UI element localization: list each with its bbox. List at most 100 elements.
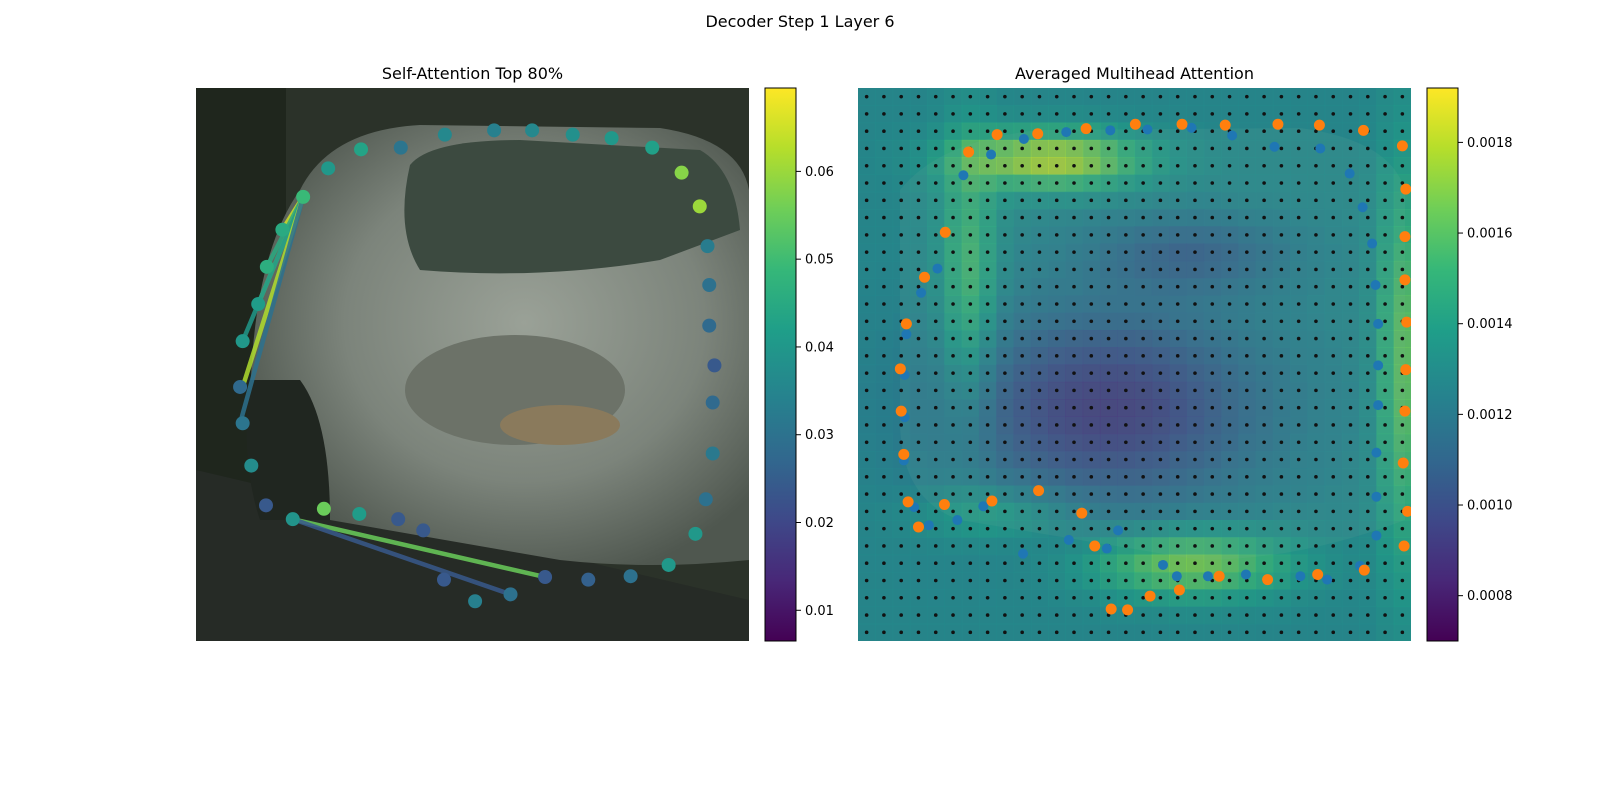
grid-dot — [1210, 509, 1215, 514]
ground-truth-point — [1173, 584, 1185, 596]
grid-dot — [1365, 526, 1370, 531]
grid-dot — [1210, 163, 1215, 168]
grid-dot — [1003, 284, 1007, 289]
predicted-point — [1357, 202, 1368, 213]
grid-dot — [1279, 371, 1284, 375]
colorbar-tick-label: 0.05 — [805, 253, 834, 268]
grid-dot — [1089, 198, 1094, 203]
grid-dot — [882, 526, 886, 531]
ground-truth-point — [1357, 124, 1369, 136]
grid-dot — [1037, 354, 1042, 358]
attention-point — [275, 222, 290, 237]
grid-dot — [1003, 613, 1007, 617]
grid-dot — [933, 630, 938, 635]
grid-dot — [1037, 405, 1042, 410]
grid-dot — [916, 371, 921, 375]
grid-dot — [1227, 198, 1232, 203]
grid-dot — [1383, 405, 1387, 410]
grid-dot — [1072, 181, 1076, 185]
grid-dot — [1054, 457, 1059, 462]
grid-dot — [882, 613, 886, 617]
grid-dot — [899, 354, 904, 358]
grid-dot — [1175, 319, 1180, 324]
grid-dot — [1193, 595, 1197, 600]
grid-dot — [1400, 267, 1405, 272]
grid-dot — [864, 198, 869, 203]
grid-dot — [1227, 613, 1232, 617]
grid-dot — [1245, 405, 1249, 410]
grid-dot — [1020, 233, 1024, 237]
grid-dot — [1245, 302, 1249, 306]
grid-dot — [1400, 336, 1405, 341]
attention-point — [698, 492, 713, 507]
grid-dot — [1365, 181, 1370, 185]
grid-dot — [1383, 112, 1387, 116]
grid-dot — [1193, 215, 1197, 220]
grid-dot — [1141, 595, 1145, 600]
grid-dot — [985, 215, 990, 220]
grid-dot — [1175, 163, 1180, 168]
grid-dot — [1331, 561, 1336, 566]
grid-dot — [1106, 509, 1111, 514]
grid-dot — [968, 526, 973, 531]
grid-dot — [1124, 267, 1128, 272]
grid-dot — [1279, 181, 1284, 185]
grid-dot — [1331, 94, 1336, 99]
grid-dot — [864, 233, 869, 237]
grid-dot — [1314, 405, 1318, 410]
grid-dot — [1141, 146, 1145, 151]
grid-dot — [1314, 544, 1318, 548]
grid-dot — [1227, 250, 1232, 254]
grid-dot — [1003, 509, 1007, 514]
grid-dot — [1124, 578, 1128, 583]
grid-dot — [1020, 302, 1024, 306]
grid-dot — [1279, 233, 1284, 237]
grid-dot — [1037, 423, 1042, 427]
grid-dot — [1383, 146, 1387, 151]
grid-dot — [1400, 129, 1405, 134]
grid-dot — [1089, 233, 1094, 237]
grid-dot — [1210, 302, 1215, 306]
grid-dot — [1141, 267, 1145, 272]
grid-dot — [1279, 319, 1284, 324]
grid-dot — [1193, 250, 1197, 254]
grid-dot — [1106, 561, 1111, 566]
attention-point — [645, 140, 660, 155]
grid-dot — [1193, 457, 1197, 462]
grid-dot — [1037, 475, 1042, 479]
grid-dot — [1365, 388, 1370, 393]
grid-dot — [1020, 267, 1024, 272]
grid-dot — [1158, 163, 1163, 168]
ground-truth-point — [1402, 505, 1411, 517]
grid-dot — [951, 613, 955, 617]
grid-dot — [985, 336, 990, 341]
grid-dot — [1175, 492, 1180, 496]
grid-dot — [1400, 526, 1405, 531]
grid-dot — [1348, 509, 1353, 514]
grid-dot — [1158, 457, 1163, 462]
predicted-point — [1142, 124, 1153, 135]
grid-dot — [1400, 561, 1405, 566]
grid-dot — [985, 595, 990, 600]
grid-dot — [1054, 440, 1059, 445]
grid-dot — [899, 561, 904, 566]
grid-dot — [1245, 457, 1249, 462]
grid-dot — [1314, 509, 1318, 514]
ground-truth-point — [939, 226, 951, 238]
ground-truth-point — [1313, 119, 1325, 131]
grid-dot — [1106, 492, 1111, 496]
grid-dot — [951, 630, 955, 635]
grid-dot — [1331, 371, 1336, 375]
grid-dot — [1279, 112, 1284, 116]
grid-dot — [1400, 94, 1405, 99]
grid-dot — [1296, 284, 1301, 289]
grid-dot — [882, 163, 886, 168]
grid-dot — [1279, 457, 1284, 462]
grid-dot — [951, 492, 955, 496]
grid-dot — [1003, 198, 1007, 203]
grid-dot — [899, 233, 904, 237]
grid-dot — [1106, 526, 1111, 531]
grid-dot — [882, 595, 886, 600]
grid-dot — [1106, 112, 1111, 116]
grid-dot — [916, 475, 921, 479]
